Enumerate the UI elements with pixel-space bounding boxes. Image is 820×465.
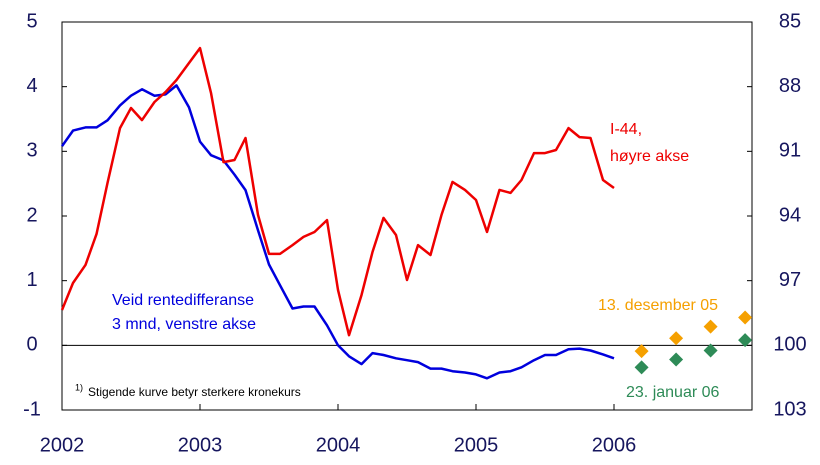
series-line bbox=[60, 46, 615, 337]
y2-tick-label: 97 bbox=[779, 269, 801, 291]
forecast-point bbox=[703, 343, 718, 358]
forecast-point bbox=[669, 331, 684, 346]
x-tick-label: 2006 bbox=[592, 434, 637, 456]
footnote-marker: 1) bbox=[75, 382, 83, 392]
annotation: høyre akse bbox=[610, 148, 689, 165]
y2-tick-label: 94 bbox=[779, 204, 801, 226]
annotation: 3 mnd, venstre akse bbox=[112, 316, 256, 333]
y2-tick-label: 100 bbox=[773, 334, 806, 356]
forecast-point bbox=[634, 360, 649, 375]
plot-frame bbox=[61, 21, 753, 411]
annotation: 23. januar 06 bbox=[626, 384, 720, 401]
y-tick-label: 4 bbox=[26, 75, 37, 97]
x-tick-label: 2003 bbox=[178, 434, 223, 456]
x-tick-label: 2005 bbox=[454, 434, 499, 456]
annotation: Veid rentedifferanse bbox=[112, 292, 254, 309]
y2-tick-label: 85 bbox=[779, 10, 801, 32]
annotation: 13. desember 05 bbox=[598, 297, 718, 314]
forecast-point bbox=[669, 352, 684, 367]
series-line bbox=[60, 84, 615, 380]
forecast-point bbox=[634, 344, 649, 359]
forecast-point bbox=[738, 333, 753, 348]
y-tick-label: -1 bbox=[23, 398, 41, 420]
y-tick-label: 2 bbox=[26, 204, 37, 226]
y2-tick-label: 91 bbox=[779, 140, 801, 162]
y-tick-label: 0 bbox=[26, 334, 37, 356]
y-tick-label: 1 bbox=[26, 269, 37, 291]
y-tick-label: 3 bbox=[26, 140, 37, 162]
forecast-point bbox=[738, 310, 753, 325]
y2-tick-label: 103 bbox=[773, 398, 806, 420]
x-tick-label: 2004 bbox=[316, 434, 361, 456]
y-tick-label: 5 bbox=[26, 10, 37, 32]
annotation: I-44, bbox=[610, 121, 642, 138]
footnote: Stigende kurve betyr sterkere kronekurs bbox=[88, 385, 301, 399]
x-tick-label: 2002 bbox=[40, 434, 85, 456]
forecast-point bbox=[703, 319, 718, 334]
y2-tick-label: 88 bbox=[779, 75, 801, 97]
